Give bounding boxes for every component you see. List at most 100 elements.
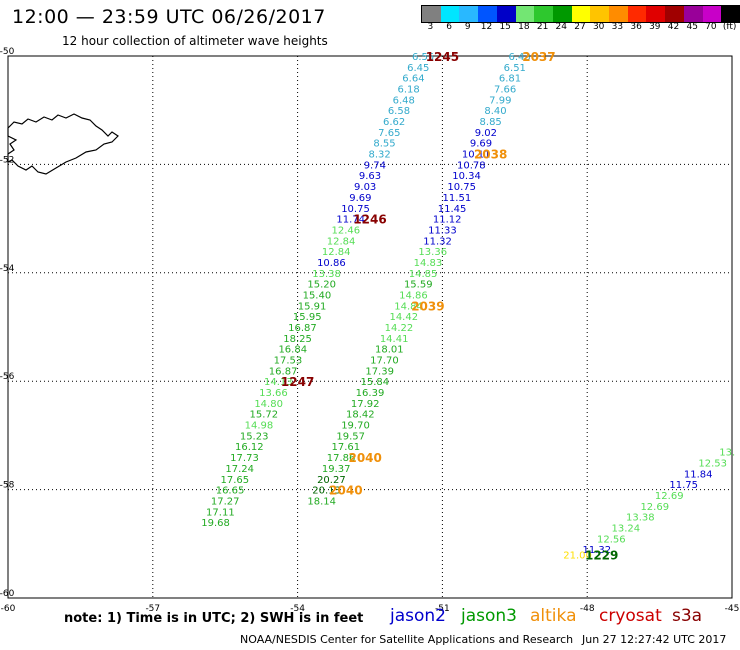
wave-height-label: 16.87 xyxy=(288,323,317,334)
color-scale-swatch xyxy=(627,6,647,22)
wave-height-label: 17.61 xyxy=(332,442,361,453)
wave-height-label: 6.48 xyxy=(393,95,415,106)
satellite-legend-jason2: jason2 xyxy=(390,606,446,626)
wave-height-label: 11.32 xyxy=(583,545,612,556)
color-scale-swatch xyxy=(478,6,497,22)
pass-time-label: 1229 xyxy=(585,549,618,563)
wave-height-label: 14.80 xyxy=(254,399,283,410)
color-scale-tick-label: 27 xyxy=(574,22,586,32)
wave-height-label: 6.58 xyxy=(388,106,410,117)
longitude-tick-label: -60 xyxy=(1,604,16,614)
wave-height-label: 6.81 xyxy=(499,74,521,85)
wave-height-label: 11.51 xyxy=(443,193,472,204)
wave-height-label: 15.72 xyxy=(249,410,278,421)
color-scale-swatch xyxy=(609,6,628,22)
wave-height-label: 20.13 xyxy=(312,486,341,497)
wave-height-label: 14.86 xyxy=(399,290,428,301)
wave-height-label: 16.12 xyxy=(235,442,264,453)
longitude-tick-label: -45 xyxy=(725,604,740,614)
wave-height-label: 6.62 xyxy=(383,117,405,128)
map-grid xyxy=(7,55,733,599)
satellite-legend-altika: altika xyxy=(530,606,577,626)
color-scale-tick-label: 24 xyxy=(555,22,567,32)
latitude-tick-label: -60 xyxy=(0,589,15,599)
wave-height-label: 12.84 xyxy=(322,247,351,258)
pass-time-label: 2037 xyxy=(522,50,555,64)
page-subtitle: 12 hour collection of altimeter wave hei… xyxy=(62,34,328,48)
wave-height-label: 14.22 xyxy=(385,323,414,334)
longitude-tick-label: -57 xyxy=(145,604,160,614)
color-scale-tick-label: 3 xyxy=(427,22,434,32)
wave-height-labels: 6.556.456.646.186.486.586.627.658.558.32… xyxy=(201,52,735,562)
color-scale-tick-label: 39 xyxy=(649,22,661,32)
pass-time-label: 1245 xyxy=(426,50,459,64)
color-scale-tick-label: 70 xyxy=(705,22,717,32)
color-scale-swatch xyxy=(702,6,722,22)
wave-height-label: 15.20 xyxy=(307,280,336,291)
wave-height-label: 9.03 xyxy=(354,182,376,193)
latitude-tick-label: -52 xyxy=(0,155,14,165)
satellite-legend-cryosat: cryosat xyxy=(599,606,662,626)
wave-height-label: 8.55 xyxy=(373,139,395,150)
latitude-tick-label: -50 xyxy=(0,47,15,57)
color-scale-tick-label: 18 xyxy=(518,22,530,32)
wave-height-label: 13.38 xyxy=(312,269,341,280)
wave-height-label: 18.25 xyxy=(283,334,312,345)
wave-height-label: 6.64 xyxy=(402,74,424,85)
color-scale-swatch xyxy=(590,6,610,22)
color-scale-tick-label: 21 xyxy=(536,22,549,32)
wave-height-label: 13. xyxy=(719,448,735,459)
satellite-legend-jason3: jason3 xyxy=(461,606,517,626)
wave-height-label: 14.85 xyxy=(409,269,438,280)
wave-height-label: 11.74 xyxy=(336,215,365,226)
wave-height-label: 13.36 xyxy=(418,247,447,258)
pass-time-label: 2038 xyxy=(474,148,507,162)
pass-time-label: 2040 xyxy=(348,451,381,465)
color-scale-tick-label: 36 xyxy=(630,22,642,32)
wave-height-label: 16.87 xyxy=(269,366,298,377)
wave-height-label: 12.69 xyxy=(655,491,684,502)
wave-height-label: 9.63 xyxy=(359,171,381,182)
wave-height-label: 19.70 xyxy=(341,421,370,432)
latitude-tick-label: -54 xyxy=(0,264,15,274)
wave-height-label: 17.27 xyxy=(211,496,240,507)
wave-height-label: 17.11 xyxy=(206,507,235,518)
wave-height-label: 13.38 xyxy=(626,513,655,524)
wave-height-label: 17.70 xyxy=(370,356,399,367)
pass-time-label: 1247 xyxy=(281,375,314,389)
color-scale-swatch xyxy=(571,6,591,22)
wave-height-label: 12.69 xyxy=(640,502,669,513)
wave-height-label: 14.42 xyxy=(389,312,418,323)
wave-height-label: 8.85 xyxy=(480,117,502,128)
wave-height-label: 6.51 xyxy=(504,63,526,74)
longitude-tick-label: -51 xyxy=(435,604,450,614)
wave-height-label: 17.65 xyxy=(221,475,250,486)
page-title: 12:00 — 23:59 UTC 06/26/2017 xyxy=(12,6,326,28)
coastline xyxy=(7,113,119,175)
longitude-tick-label: -48 xyxy=(580,604,595,614)
color-scale-tick-label: 45 xyxy=(686,22,698,32)
wave-height-label: 11.12 xyxy=(433,215,462,226)
color-scale-swatch xyxy=(515,6,535,22)
wave-height-label: 19.68 xyxy=(201,518,230,529)
color-scale-tick-label: 15 xyxy=(499,22,511,32)
wave-height-label: 14.13 xyxy=(264,377,293,388)
wave-height-label: 11.32 xyxy=(423,236,452,247)
color-scale-swatch xyxy=(534,6,553,22)
wave-height-label: 12.46 xyxy=(332,225,361,236)
wave-height-label: 12.53 xyxy=(698,459,727,470)
wave-height-label: 19.37 xyxy=(322,464,351,475)
color-scale-swatch xyxy=(665,6,684,22)
wave-height-label: 10.75 xyxy=(447,182,476,193)
wave-height-label: 16.39 xyxy=(356,388,385,399)
wave-height-label: 14.98 xyxy=(245,421,274,432)
longitude-tick-label: -54 xyxy=(290,604,305,614)
wave-height-label: 15.23 xyxy=(240,431,269,442)
wave-height-label: 11.45 xyxy=(438,204,467,215)
pass-time-label: 2039 xyxy=(411,299,444,313)
footer-note: note: 1) Time is in UTC; 2) SWH is in fe… xyxy=(64,611,364,626)
falkland-islands-coastline xyxy=(7,113,119,175)
color-scale-tick-label: 6 xyxy=(446,22,452,32)
wave-height-label: 10.86 xyxy=(317,258,346,269)
wave-height-label: 18.14 xyxy=(307,496,336,507)
